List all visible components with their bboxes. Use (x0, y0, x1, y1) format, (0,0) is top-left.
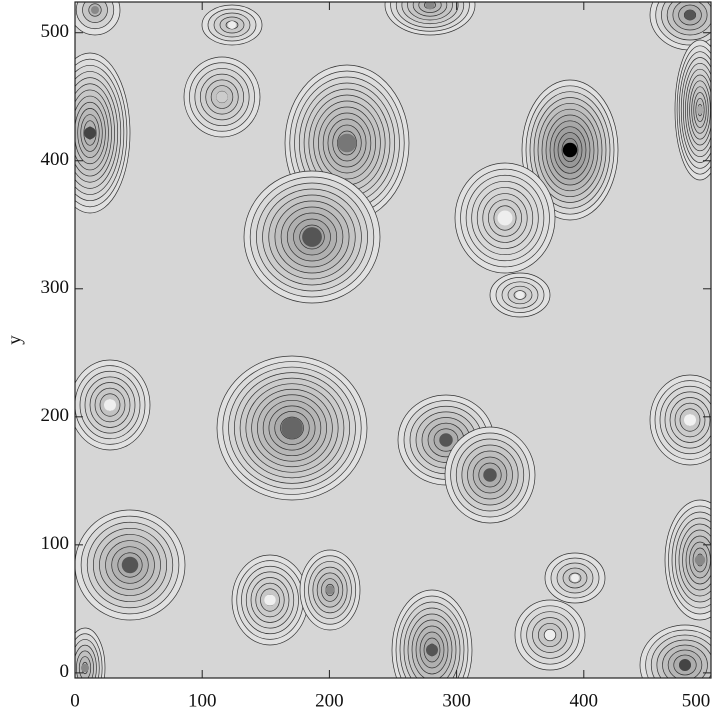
vortex-core (679, 659, 691, 671)
x-tick-label: 500 (682, 690, 711, 711)
y-tick-label: 200 (41, 405, 70, 426)
vortex-core (121, 556, 139, 574)
y-tick-label: 300 (41, 277, 70, 298)
vortex-core (104, 399, 116, 411)
vortex-core (337, 133, 357, 153)
vortex-core (281, 417, 303, 439)
y-tick-label: 500 (41, 21, 70, 42)
x-tick-label: 100 (188, 690, 217, 711)
vortex-core (684, 9, 696, 21)
x-tick-label: 400 (570, 690, 599, 711)
vortex-core (84, 127, 96, 139)
x-tick-label: 0 (70, 690, 80, 711)
vortex-core (562, 142, 578, 158)
vortex-core (228, 21, 236, 29)
vortex-core (91, 6, 99, 14)
plot-frame (74, 1, 712, 679)
x-tick-label: 200 (315, 690, 344, 711)
vortex-core (694, 554, 706, 566)
y-tick-label: 100 (41, 533, 70, 554)
vortex-core (426, 644, 438, 656)
y-axis-label: y (4, 335, 25, 345)
vortex-core (81, 664, 89, 672)
vortex-core (483, 468, 497, 482)
vortex-core (497, 210, 513, 226)
y-tick-label: 0 (60, 661, 70, 682)
x-tick-label: 300 (442, 690, 471, 711)
vortex-core (696, 106, 704, 114)
vortex-core (325, 585, 335, 595)
vortex-core (544, 629, 556, 641)
flow-field (75, 2, 711, 678)
vortex-core (439, 433, 453, 447)
vortex-core (516, 291, 524, 299)
vortex-core (425, 2, 435, 10)
y-tick-label: 400 (41, 149, 70, 170)
vortex-core (216, 91, 228, 103)
vortex-core (264, 594, 276, 606)
vortex-core (684, 414, 696, 426)
vortex-core (571, 574, 579, 582)
vortex-core (302, 227, 322, 247)
